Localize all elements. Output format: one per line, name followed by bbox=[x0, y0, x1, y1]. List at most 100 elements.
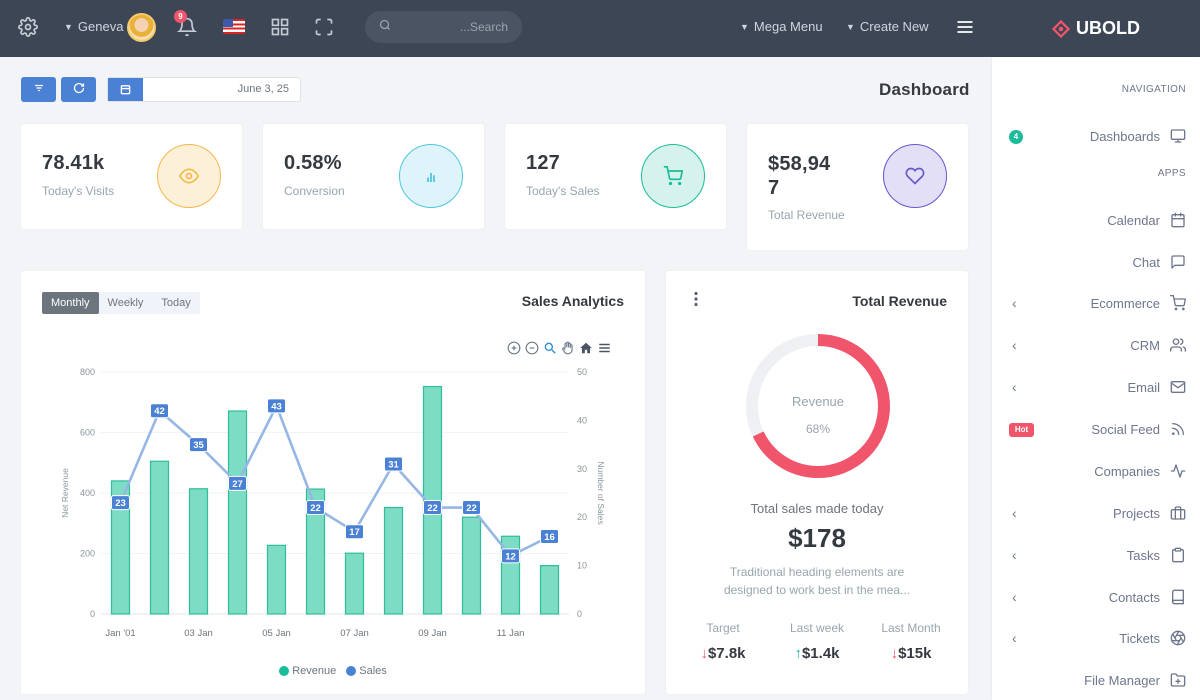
stat-card-conversion: 0.58% Conversion bbox=[263, 124, 484, 229]
activity-icon bbox=[1170, 463, 1186, 479]
bar-revenue bbox=[227, 410, 248, 615]
us-flag-icon[interactable] bbox=[223, 19, 245, 34]
selection-zoom-icon[interactable] bbox=[543, 341, 557, 360]
data-label-sales: 12 bbox=[505, 551, 516, 562]
filter-button[interactable] bbox=[21, 77, 56, 102]
chevron-down-icon: ▼ bbox=[64, 21, 73, 32]
y2-tick-label: 30 bbox=[577, 464, 587, 474]
topbar: ▼ Geneva 9 ...Search ▼ Mega Menu ▼ Creat… bbox=[0, 0, 1200, 57]
search-box[interactable]: ...Search bbox=[365, 11, 522, 43]
bar-revenue bbox=[539, 565, 560, 615]
logo[interactable]: UBOLD bbox=[992, 0, 1200, 57]
sidebar-item-row: Tickets bbox=[1119, 630, 1186, 646]
data-label-box bbox=[111, 495, 130, 511]
sidebar-item-tickets[interactable]: ‹ Tickets bbox=[992, 630, 1200, 650]
reset-home-icon[interactable] bbox=[579, 341, 593, 360]
sidebar-item-label: Chat bbox=[1132, 254, 1160, 270]
search-input[interactable]: ...Search bbox=[459, 20, 508, 34]
tab-today[interactable]: Today bbox=[161, 297, 191, 309]
sidebar-item-row: Projects bbox=[1113, 505, 1186, 521]
bar-revenue bbox=[149, 460, 170, 615]
data-label-box bbox=[267, 398, 286, 414]
y-tick-label: 200 bbox=[80, 549, 95, 559]
data-label-box bbox=[150, 403, 169, 419]
sales-chart: 0 200 400 600 800 0 10 20 30 40 50 Net Revenue Numbe… bbox=[60, 367, 606, 639]
legend-item-revenue[interactable]: Revenue bbox=[279, 665, 336, 677]
grid-icon[interactable] bbox=[270, 17, 290, 37]
date-picker[interactable]: June 3, 25 bbox=[107, 77, 301, 102]
sidebar-item-ecommerce[interactable]: ‹ Ecommerce bbox=[992, 295, 1200, 315]
donut-value: 68% bbox=[806, 422, 830, 436]
data-label-sales: 43 bbox=[271, 401, 282, 412]
create-new-dropdown[interactable]: ▼ Create New bbox=[846, 19, 929, 34]
sales-analytics-title: Sales Analytics bbox=[521, 293, 624, 309]
avatar[interactable] bbox=[127, 13, 156, 42]
data-label-sales: 42 bbox=[154, 406, 165, 417]
mail-icon bbox=[1170, 379, 1186, 395]
chevron-down-icon: ▼ bbox=[846, 21, 855, 32]
sidebar-item-social-feed[interactable]: Hot Social Feed bbox=[992, 421, 1200, 441]
sidebar-item-chat[interactable]: Chat bbox=[992, 254, 1200, 274]
sidebar-item-dashboards[interactable]: 4 Dashboards bbox=[992, 128, 1200, 148]
revenue-donut: Revenue 68% bbox=[746, 334, 890, 478]
message-icon bbox=[1170, 254, 1186, 270]
sidebar-item-row: Tasks bbox=[1127, 547, 1186, 563]
bell-icon[interactable] bbox=[177, 17, 197, 37]
location-dropdown[interactable]: ▼ Geneva bbox=[64, 19, 123, 34]
x-tick-label: Jan '01 bbox=[105, 628, 135, 639]
sidebar-item-row: Ecommerce bbox=[1091, 295, 1186, 311]
more-vertical-icon[interactable] bbox=[693, 291, 699, 312]
sidebar-item-row: Email bbox=[1127, 379, 1186, 395]
x-tick-label: 03 Jan bbox=[184, 628, 213, 639]
settings-icon[interactable] bbox=[18, 17, 38, 37]
legend-marker bbox=[279, 666, 290, 676]
chevron-left-icon: ‹ bbox=[1012, 547, 1017, 563]
sidebar-item-contacts[interactable]: ‹ Contacts bbox=[992, 589, 1200, 609]
sidebar-item-label: Companies bbox=[1094, 463, 1160, 479]
bar-revenue bbox=[110, 480, 131, 615]
zoom-in-icon[interactable] bbox=[507, 341, 521, 360]
date-input[interactable]: June 3, 25 bbox=[237, 83, 289, 95]
shopping-cart-icon bbox=[641, 144, 705, 208]
data-label-box bbox=[189, 437, 208, 453]
sidebar-item-crm[interactable]: ‹ CRM bbox=[992, 337, 1200, 357]
sidebar-item-file-manager[interactable]: File Manager bbox=[992, 672, 1200, 692]
brand-name: UBOLD bbox=[1076, 18, 1140, 38]
sidebar-item-calendar[interactable]: Calendar bbox=[992, 212, 1200, 232]
sidebar-item-email[interactable]: ‹ Email bbox=[992, 379, 1200, 399]
rss-icon bbox=[1170, 421, 1186, 437]
data-label-sales: 27 bbox=[232, 479, 243, 490]
calendar-icon bbox=[108, 78, 143, 101]
chart-toolbar bbox=[507, 341, 612, 360]
legend-item-sales[interactable]: Sales bbox=[346, 665, 387, 677]
refresh-button[interactable] bbox=[61, 77, 96, 102]
sidebar-item-projects[interactable]: ‹ Projects bbox=[992, 505, 1200, 525]
chart-menu-icon[interactable] bbox=[597, 341, 612, 360]
stat-value: $58,94 7 bbox=[768, 153, 831, 199]
chevron-left-icon: ‹ bbox=[1012, 379, 1017, 395]
tab-weekly[interactable]: Weekly bbox=[107, 297, 144, 309]
data-label-box bbox=[423, 500, 442, 516]
stat-card-sales: 127 Today's Sales bbox=[505, 124, 726, 229]
chart-legend: Revenue Sales bbox=[21, 665, 645, 677]
bar-revenue bbox=[422, 385, 443, 615]
data-label-box bbox=[462, 500, 481, 516]
stat-label: Today's Visits bbox=[42, 184, 115, 198]
sidebar-item-companies[interactable]: Companies bbox=[992, 463, 1200, 483]
hamburger-menu-icon[interactable] bbox=[954, 17, 976, 37]
x-tick-label: 07 Jan bbox=[340, 628, 369, 639]
zoom-out-icon[interactable] bbox=[525, 341, 539, 360]
tab-monthly[interactable]: Monthly bbox=[42, 292, 99, 314]
metric-last-month: Last Month ↓$15k bbox=[864, 621, 968, 662]
sidebar-item-tasks[interactable]: ‹ Tasks bbox=[992, 547, 1200, 567]
data-label-box bbox=[228, 475, 247, 491]
fullscreen-icon[interactable] bbox=[314, 17, 334, 37]
metric-value: $7.8k bbox=[707, 645, 746, 662]
pan-hand-icon[interactable] bbox=[561, 341, 575, 360]
sidebar-item-row: Calendar bbox=[1107, 212, 1186, 228]
mega-menu-dropdown[interactable]: ▼ Mega Menu bbox=[740, 19, 823, 34]
location-label: Geneva bbox=[77, 19, 124, 34]
y2-tick-label: 20 bbox=[577, 512, 587, 522]
legend-label: Revenue bbox=[292, 665, 337, 677]
sidebar-item-label: Tasks bbox=[1126, 547, 1160, 563]
